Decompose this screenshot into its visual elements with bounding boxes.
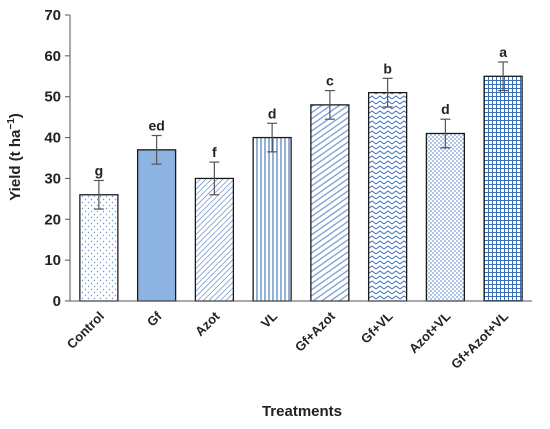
y-axis-title-main: Yield (t ha xyxy=(7,129,24,201)
significance-letter: d xyxy=(441,101,450,117)
x-axis: Control Gf Azot VL Gf+Azot Gf+VL Azot+VLGf+Azo… xyxy=(64,300,532,372)
bar-gf-vl xyxy=(367,91,408,302)
x-axis-title: Treatments xyxy=(262,403,342,420)
y-axis: 0 10 20 30 40 50 60 70 xyxy=(44,7,71,310)
x-tick-label: Gf+Azot+VL xyxy=(448,308,511,371)
significance-letter: b xyxy=(383,60,392,76)
significance-letter: f xyxy=(212,144,217,160)
y-tick-label: 40 xyxy=(44,130,61,147)
y-tick-label: 50 xyxy=(44,89,61,106)
bar-vl xyxy=(252,136,292,302)
y-axis-title-close: ) xyxy=(7,113,24,118)
significance-letter: ed xyxy=(148,118,164,134)
y-tick-label: 10 xyxy=(44,252,61,269)
y-tick-label: 0 xyxy=(53,293,61,310)
y-tick-label: 70 xyxy=(44,7,61,24)
bar-gf-azot-vl xyxy=(483,75,523,302)
bar-gf-azot xyxy=(310,104,350,302)
error-bars xyxy=(93,61,509,210)
y-tick-label: 20 xyxy=(44,211,61,228)
significance-letter: a xyxy=(499,44,507,60)
x-tick-label: Gf+VL xyxy=(358,308,396,346)
significance-letter: d xyxy=(268,105,277,121)
y-tick-label: 60 xyxy=(44,48,61,65)
bar-gf xyxy=(136,149,177,302)
x-tick-label: Gf+Azot xyxy=(292,308,339,355)
significance-letter: g xyxy=(95,162,104,178)
x-tick-label: Azot xyxy=(192,308,223,339)
y-axis-title-superscript: −1 xyxy=(6,118,17,130)
x-tick-label: VL xyxy=(258,308,280,330)
x-tick-label: Control xyxy=(64,309,107,352)
x-tick-label: Azot+VL xyxy=(406,308,454,356)
bar-azot xyxy=(194,177,235,302)
x-tick-label: Gf xyxy=(144,308,165,329)
y-tick-label: 30 xyxy=(44,170,61,187)
significance-letters: g ed f d c b d a xyxy=(95,44,508,178)
y-axis-title: Yield (t ha−1) xyxy=(6,113,24,201)
bar-control xyxy=(79,194,119,302)
bar-azot-vl xyxy=(425,132,466,302)
significance-letter: c xyxy=(326,73,334,89)
bars xyxy=(79,75,523,302)
